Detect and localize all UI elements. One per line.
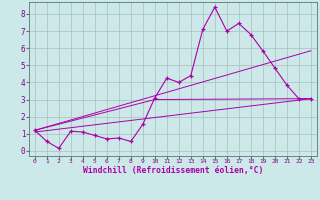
X-axis label: Windchill (Refroidissement éolien,°C): Windchill (Refroidissement éolien,°C) <box>83 166 263 175</box>
